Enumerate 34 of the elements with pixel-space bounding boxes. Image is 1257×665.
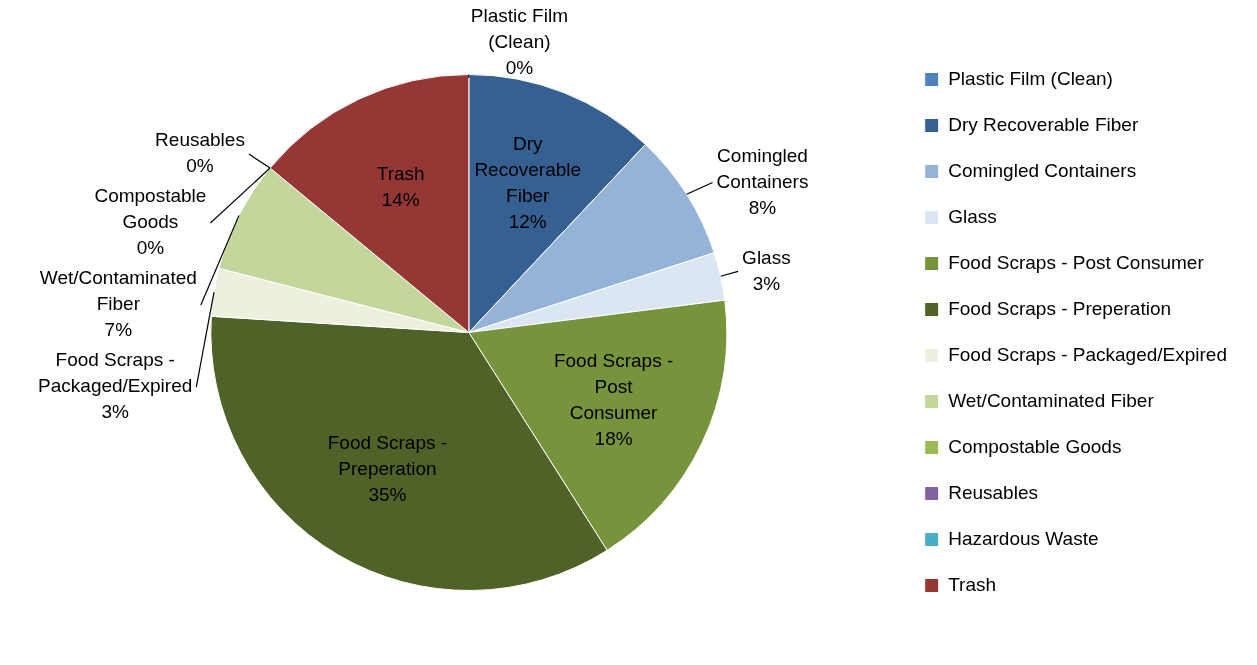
data-label: 3%	[101, 401, 130, 423]
text: 0%	[186, 155, 214, 177]
legend-label: Food Scraps - Post Consumer	[948, 251, 1205, 273]
legend-label: Dry Recoverable Fiber	[948, 113, 1139, 135]
data-label: 3%	[752, 272, 781, 294]
legend-label: Trash	[948, 573, 997, 595]
category-label: Plastic Film (Clean)	[470, 5, 568, 53]
legend-label: Food Scraps - Preperation	[948, 297, 1172, 319]
legend-label: Plastic Film (Clean)	[948, 67, 1113, 89]
slice-label: Food Scraps - Packaged/Expired	[38, 349, 193, 397]
legend-label: Reusables	[948, 481, 1038, 503]
data-label: 7%	[104, 319, 133, 341]
legend-label: Hazardous Waste	[948, 527, 1099, 549]
data-label: 12%	[508, 211, 547, 233]
slice-label: Food Scraps - Post Consumer	[553, 349, 674, 423]
legend-label: Comingled Containers	[948, 159, 1137, 181]
legend-label: Wet/Contaminated Fiber	[948, 389, 1155, 411]
category-label: Reusables	[155, 129, 245, 151]
text: 0%	[136, 237, 165, 259]
data-label: 35%	[368, 484, 407, 506]
slice-label: Glass	[742, 246, 791, 268]
data-label: 8%	[748, 196, 777, 218]
slice-label: Wet/Contaminated Fiber	[39, 267, 197, 315]
category-label: Compostable Goods	[94, 185, 207, 233]
slice-label: Food Scraps - Preperation	[327, 432, 448, 480]
slice-label: Comingled Containers	[716, 144, 809, 192]
legend-label: Glass	[948, 205, 997, 227]
legend-label: Food Scraps - Packaged/Expired	[948, 343, 1227, 365]
data-label: 18%	[594, 427, 633, 449]
legend-label: Compostable Goods	[948, 435, 1122, 457]
slice-label: Dry Recoverable Fiber	[474, 133, 582, 207]
data-label: 14%	[381, 189, 420, 210]
slice-label: Trash	[376, 163, 425, 184]
text: 0%	[505, 57, 534, 79]
